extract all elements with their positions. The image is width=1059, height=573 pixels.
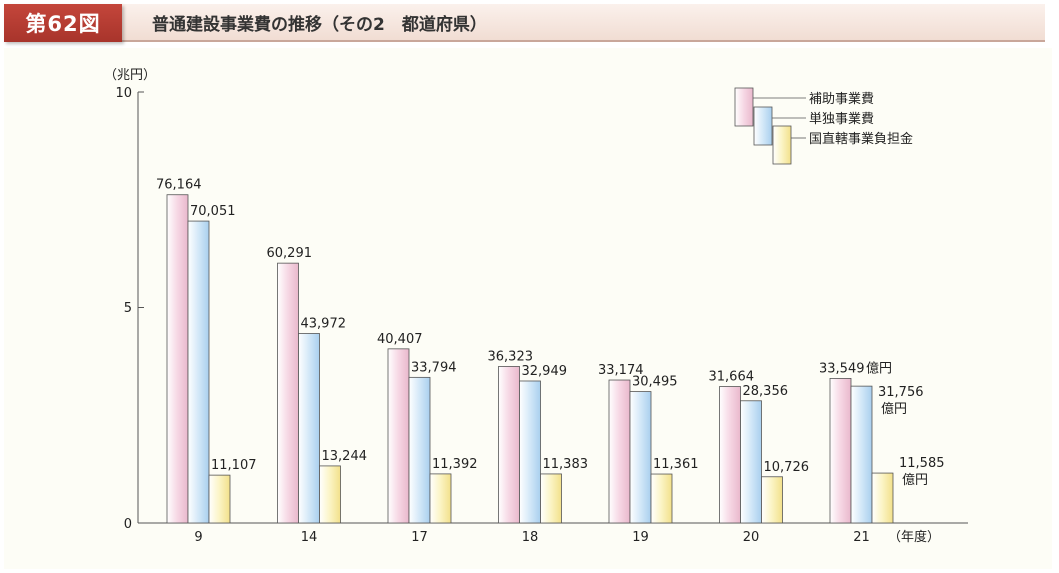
bars-group: [166, 194, 894, 524]
legend-swatch-independent: [753, 106, 773, 146]
x-tick-label-14: 14: [301, 530, 318, 545]
value-label-17-series-1: 33,794: [411, 360, 457, 375]
bar-17-series-1: [408, 376, 431, 524]
value-label-14-series-1: 43,972: [301, 316, 347, 331]
x-tick-label-9: 9: [194, 530, 202, 545]
value-label-20-series-1: 28,356: [743, 384, 789, 399]
bar-14-series-2: [319, 465, 341, 524]
y-axis-label: （兆円）: [104, 68, 156, 83]
unit-label-21-series-1: 億円: [881, 401, 907, 417]
value-label-20-series-0: 31,664: [709, 370, 755, 385]
value-label-21-series-2: 11,585: [899, 456, 945, 471]
value-label-21-series-0: 33,549: [819, 361, 865, 376]
bar-20-series-1: [740, 400, 762, 524]
value-label-19-series-1: 30,495: [632, 375, 678, 390]
value-label-18-series-1: 32,949: [522, 364, 568, 379]
value-label-17-series-2: 11,392: [432, 457, 478, 472]
bar-18-series-2: [540, 473, 562, 524]
bar-14-series-0: [277, 262, 299, 524]
bar-18-series-1: [519, 380, 541, 524]
figure-header: 第62図 普通建設事業費の推移（その2 都道府県）: [0, 0, 1059, 46]
x-tick-label-20: 20: [743, 530, 760, 545]
figure-number-badge: 第62図: [4, 4, 122, 42]
bar-20-series-0: [719, 386, 741, 524]
bar-20-series-2: [761, 476, 783, 524]
bar-21-series-2: [871, 472, 894, 524]
bar-17-series-2: [429, 473, 452, 524]
x-tick-label-21: 21: [853, 530, 870, 545]
value-label-18-series-2: 11,383: [543, 457, 589, 472]
bar-17-series-0: [387, 348, 410, 524]
bar-9-series-2: [208, 474, 231, 524]
legend-swatch-subsidized: [734, 87, 754, 127]
bar-19-series-2: [650, 473, 673, 524]
value-label-19-series-0: 33,174: [598, 363, 644, 378]
header-band: [120, 4, 1045, 42]
value-label-17-series-0: 40,407: [377, 332, 423, 347]
bar-9-series-0: [166, 194, 189, 524]
x-axis-label: （年度）: [888, 529, 940, 545]
value-label-14-series-0: 60,291: [267, 246, 313, 261]
x-tick-label-18: 18: [522, 530, 539, 545]
x-tick-label-19: 19: [632, 530, 649, 545]
bar-14-series-1: [298, 333, 320, 524]
legend-label-independent: 単独事業費: [809, 111, 874, 127]
y-tick-label-0: 0: [124, 517, 132, 532]
value-label-9-series-0: 76,164: [156, 178, 202, 193]
bar-21-series-0: [829, 378, 852, 524]
value-label-20-series-2: 10,726: [764, 460, 810, 475]
bar-19-series-0: [608, 379, 631, 524]
figure-title: 普通建設事業費の推移（その2 都道府県）: [152, 15, 487, 35]
bar-21-series-1: [850, 385, 873, 524]
bar-19-series-1: [629, 391, 652, 524]
value-label-9-series-1: 70,051: [190, 204, 236, 219]
legend-label-national-direct: 国直轄事業負担金: [809, 131, 913, 147]
y-tick-label-10: 10: [115, 86, 132, 101]
unit-label-21-series-2: 億円: [902, 472, 928, 488]
legend-label-subsidized: 補助事業費: [809, 91, 874, 107]
legend-swatch-national-direct: [772, 125, 792, 165]
value-label-18-series-0: 36,323: [488, 349, 534, 364]
x-tick-label-17: 17: [411, 530, 428, 545]
bar-9-series-1: [187, 220, 210, 524]
value-label-19-series-2: 11,361: [653, 457, 699, 472]
value-label-9-series-2: 11,107: [211, 458, 257, 473]
value-labels-group: 76,164 70,051 11,107 60,291 43,972 13,244 40,4…: [156, 178, 945, 488]
value-label-21-series-1: 31,756: [878, 385, 924, 400]
bar-18-series-0: [498, 366, 520, 524]
unit-label-21-series-0: 億円: [866, 360, 892, 376]
value-label-14-series-2: 13,244: [322, 449, 368, 464]
x-tick-labels-group: 9 14 17 18 19 20 21: [194, 530, 869, 545]
legend: 補助事業費 単独事業費 国直轄事業負担金: [734, 87, 913, 165]
y-tick-label-5: 5: [124, 301, 132, 316]
